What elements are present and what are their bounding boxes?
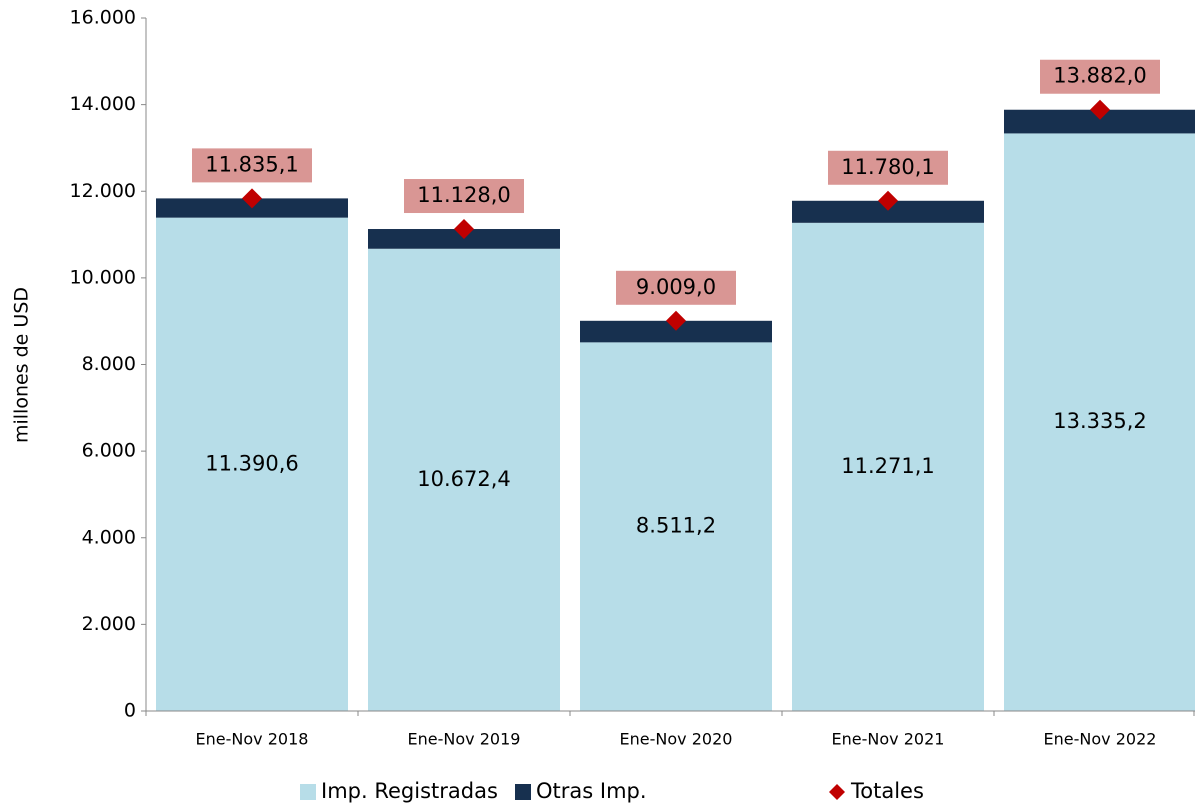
x-tick-label: Ene-Nov 2021 [832, 730, 945, 749]
legend-swatch [300, 784, 316, 800]
total-label-box [192, 148, 312, 183]
y-tick-label: 2.000 [82, 613, 136, 635]
total-marker [666, 310, 686, 331]
bar [1004, 133, 1195, 712]
legend-label: Totales [850, 779, 924, 803]
x-tick-label: Ene-Nov 2018 [196, 730, 309, 749]
total-label: 13.882,0 [1053, 64, 1147, 88]
legend-label: Otras Imp. [536, 779, 647, 803]
legend-label: Imp. Registradas [321, 779, 498, 803]
total-label-box [404, 179, 524, 214]
bar [1004, 109, 1195, 134]
bar [580, 342, 772, 711]
total-marker [454, 219, 474, 240]
y-axis-label: millones de USD [11, 287, 33, 443]
y-tick-label: 0 [124, 700, 136, 722]
total-marker [1090, 99, 1110, 120]
x-tick-label: Ene-Nov 2019 [408, 730, 521, 749]
bar [156, 217, 348, 711]
y-tick-label: 6.000 [82, 440, 136, 462]
total-label-box [828, 150, 948, 185]
total-marker [878, 190, 898, 211]
y-tick-label: 16.000 [70, 7, 136, 29]
total-label-box [616, 270, 736, 305]
bar [792, 222, 984, 711]
total-label: 11.835,1 [205, 152, 299, 176]
total-marker [242, 188, 262, 209]
y-tick-label: 10.000 [70, 266, 136, 288]
y-tick-label: 8.000 [82, 353, 136, 375]
total-label-box [1040, 59, 1160, 94]
total-label: 11.780,1 [841, 155, 935, 179]
total-label: 9.009,0 [636, 275, 716, 299]
y-tick-label: 4.000 [82, 526, 136, 548]
legend-marker [829, 784, 845, 800]
bar [368, 248, 560, 711]
bar-label: 11.390,6 [205, 451, 299, 475]
x-tick-label: Ene-Nov 2020 [620, 730, 733, 749]
bar-label: 13.335,2 [1053, 409, 1147, 433]
bar-label: 10.672,4 [417, 467, 511, 491]
legend-swatch [515, 784, 531, 800]
bar-label: 8.511,2 [636, 514, 716, 538]
x-tick-label: Ene-Nov 2022 [1044, 730, 1157, 749]
bar [580, 320, 772, 343]
total-label: 11.128,0 [417, 183, 511, 207]
bar [792, 200, 984, 223]
bar-label: 11.271,1 [841, 454, 935, 478]
y-tick-label: 14.000 [70, 93, 136, 115]
y-tick-label: 12.000 [70, 180, 136, 202]
